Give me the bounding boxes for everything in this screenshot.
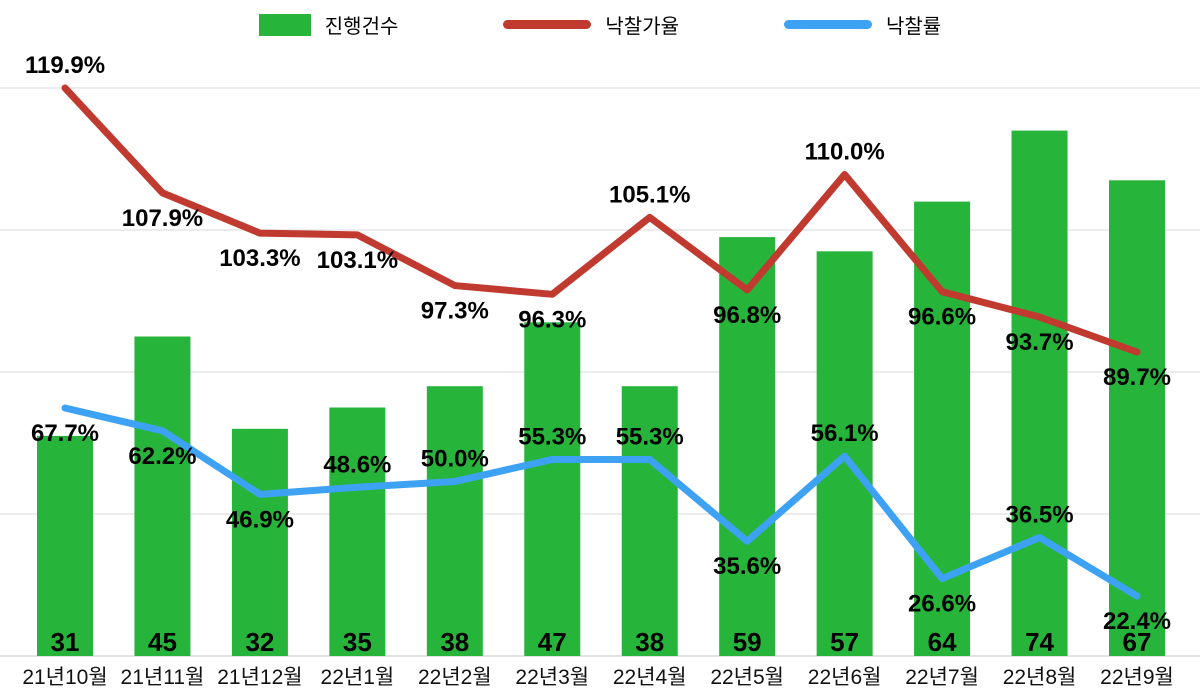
percent-label: 110.0% bbox=[805, 139, 885, 166]
percent-label: 93.7% bbox=[1006, 329, 1074, 356]
bid-price-ratio-line bbox=[61, 84, 1141, 356]
category-label: 21년12월 bbox=[217, 666, 302, 689]
percent-label: 55.3% bbox=[616, 423, 684, 450]
bar-series-swatch-icon bbox=[258, 13, 311, 36]
category-label: 22년2월 bbox=[418, 666, 492, 689]
percent-label: 97.3% bbox=[421, 298, 489, 325]
bar bbox=[329, 407, 386, 656]
legend-label-bar-series: 진행건수 bbox=[324, 16, 399, 38]
category-label: 22년9월 bbox=[1100, 666, 1174, 689]
category-label: 22년6월 bbox=[808, 666, 882, 689]
bid-rate-line-swatch-icon bbox=[784, 20, 872, 29]
percent-label: 89.7% bbox=[1103, 364, 1171, 391]
bar bbox=[426, 386, 483, 656]
bar-value-label: 32 bbox=[245, 627, 274, 657]
percent-label: 67.7% bbox=[31, 420, 99, 447]
bar-value-label: 64 bbox=[928, 627, 957, 657]
percent-label: 103.1% bbox=[317, 247, 398, 274]
percent-label: 50.0% bbox=[421, 445, 489, 472]
legend-label-bid-rate: 낙찰률 bbox=[886, 16, 942, 38]
bar-value-label: 45 bbox=[148, 627, 177, 657]
percent-label: 107.9% bbox=[122, 205, 203, 232]
category-label: 21년11월 bbox=[121, 666, 205, 689]
bar bbox=[134, 336, 191, 656]
percent-label: 55.3% bbox=[518, 423, 586, 450]
bar bbox=[231, 428, 288, 656]
category-label: 22년5월 bbox=[710, 666, 784, 689]
percent-label: 22.4% bbox=[1103, 608, 1171, 635]
percent-label: 103.3% bbox=[219, 245, 300, 272]
percent-label: 119.9% bbox=[25, 52, 105, 79]
bar-value-label: 31 bbox=[51, 627, 80, 657]
percent-label: 36.5% bbox=[1006, 501, 1074, 528]
legend-item-bid-price-ratio: 낙찰가율 bbox=[503, 10, 679, 39]
legend-label-bid-price-ratio: 낙찰가율 bbox=[605, 16, 679, 38]
bar bbox=[524, 322, 581, 656]
bar-value-label: 38 bbox=[440, 627, 469, 657]
category-label: 22년8월 bbox=[1003, 666, 1077, 689]
bid-price-ratio-line-swatch-icon bbox=[503, 20, 592, 29]
legend-item-bid-rate: 낙찰률 bbox=[784, 10, 941, 39]
category-label: 22년4월 bbox=[613, 666, 687, 689]
bar-value-label: 35 bbox=[343, 627, 372, 657]
bar bbox=[1011, 130, 1068, 657]
category-label: 22년3월 bbox=[515, 666, 589, 689]
bar-value-label: 59 bbox=[733, 627, 762, 657]
bar-value-label: 67 bbox=[1123, 627, 1152, 657]
bar-value-label: 57 bbox=[830, 627, 859, 657]
percent-label: 35.6% bbox=[713, 553, 781, 580]
percent-label: 105.1% bbox=[609, 181, 690, 208]
percent-label: 96.6% bbox=[908, 304, 976, 331]
percent-label: 96.8% bbox=[713, 302, 781, 329]
percent-label: 56.1% bbox=[811, 420, 879, 447]
category-label: 22년7월 bbox=[905, 666, 979, 689]
bar bbox=[37, 435, 93, 656]
bar bbox=[621, 386, 678, 656]
bid-rate-line bbox=[61, 404, 1141, 600]
percent-label: 48.6% bbox=[323, 451, 391, 478]
percent-label: 96.3% bbox=[518, 306, 586, 333]
category-label: 22년1월 bbox=[321, 666, 395, 689]
category-label: 21년10월 bbox=[22, 666, 107, 689]
legend: 진행건수 낙찰가율 낙찰률 bbox=[0, 10, 1200, 39]
percent-label: 62.2% bbox=[128, 443, 196, 470]
bar bbox=[1109, 180, 1165, 657]
bar-value-label: 47 bbox=[538, 627, 567, 657]
percent-label: 26.6% bbox=[908, 591, 976, 618]
bar-value-label: 74 bbox=[1025, 627, 1054, 657]
legend-item-bar-series: 진행건수 bbox=[258, 10, 399, 39]
bar-value-label: 38 bbox=[635, 627, 664, 657]
percent-label: 46.9% bbox=[226, 506, 294, 533]
bar bbox=[719, 237, 776, 656]
